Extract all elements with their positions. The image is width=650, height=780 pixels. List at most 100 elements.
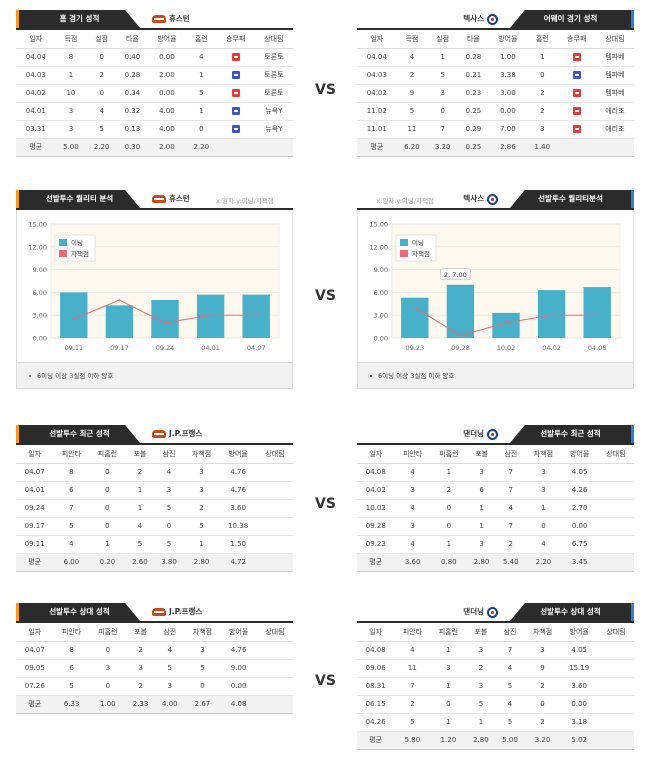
table-cell xyxy=(256,499,293,518)
column-header: 피홈런 xyxy=(430,623,467,642)
quality-right-note-text: 6이닝 이상 3실점 이하 양호 xyxy=(378,372,455,380)
innings-bar xyxy=(583,287,611,338)
table-cell: 9 xyxy=(396,84,428,103)
average-cell: 5.00 xyxy=(495,731,525,750)
legend-label: 이닝 xyxy=(71,238,83,247)
table-cell: 11 xyxy=(394,659,431,678)
table-row: 09.24 7 0 1 5 2 3.60 xyxy=(16,499,293,518)
y-tick-label: 15.00 xyxy=(28,221,47,229)
column-header: 방어율 xyxy=(219,445,257,464)
quality-right-team: 텍사스 xyxy=(463,193,498,205)
chart-svg: 0.00 3.00 6.00 9.00 12.00 15.00 09.11 09.17 09.2… xyxy=(28,221,280,352)
table-cell: 7 xyxy=(53,499,90,518)
quality-left-panel: 선발투수 퀄리티 분석 휴스턴 x:일자,y:이닝/자책점 0.00 3.00 6.… xyxy=(16,190,293,389)
table-cell: 3 xyxy=(55,102,87,121)
table-cell: 09.23 xyxy=(357,535,395,554)
column-header: 타율 xyxy=(117,30,148,49)
table-cell: 5 xyxy=(154,499,184,518)
table-cell: 3 xyxy=(524,641,561,660)
table-cell: 0.29 xyxy=(458,120,489,139)
column-header: 방어율 xyxy=(488,30,527,49)
opponent-cell: 토론토 xyxy=(254,48,293,67)
column-header: 일자 xyxy=(357,623,395,642)
quality-left-team-name: 휴스턴 xyxy=(169,194,190,203)
average-cell: 5.80 xyxy=(394,731,431,750)
y-tick-label: 3.00 xyxy=(33,312,47,320)
table-cell: 0.23 xyxy=(458,84,489,103)
result-cell xyxy=(557,66,596,85)
home-record-header: 홈 경기 성적 휴스턴 xyxy=(16,10,293,30)
average-cell: 평균 xyxy=(16,138,56,157)
table-row: 11.02 5 0 0.25 0.00 2 애리조 xyxy=(357,102,634,121)
table-cell: 11.02 xyxy=(357,102,397,121)
y-tick-label: 6.00 xyxy=(374,289,388,297)
average-row: 평균 5.80 1.20 2.80 5.00 3.20 5.02 xyxy=(357,731,634,750)
table-cell: 09.06 xyxy=(357,659,395,678)
table-cell: 3.38 xyxy=(488,66,527,85)
table-cell: 0.28 xyxy=(458,48,489,67)
column-header: 피홈런 xyxy=(430,445,467,464)
bullet-icon xyxy=(370,375,372,377)
earned-runs-point xyxy=(550,314,553,317)
average-cell: 평균 xyxy=(357,731,395,750)
table-cell: 04.03 xyxy=(357,66,397,85)
column-header: 포볼 xyxy=(125,623,156,642)
quality-right-team-name: 텍사스 xyxy=(463,194,484,203)
table-cell: 10.02 xyxy=(357,499,395,518)
average-cell: 4.72 xyxy=(219,553,257,572)
away-team: 텍사스 xyxy=(463,13,498,25)
table-cell: 3 xyxy=(155,677,185,696)
table-cell: 3 xyxy=(525,463,562,482)
table-cell: 4 xyxy=(525,535,562,554)
y-tick-label: 12.00 xyxy=(369,243,388,251)
table-cell: 5 xyxy=(466,695,496,714)
innings-bar xyxy=(446,284,475,338)
table-cell: 5 xyxy=(495,713,525,732)
houston-logo-icon xyxy=(152,608,166,616)
table-cell: 6.75 xyxy=(561,535,598,554)
table-cell: 1 xyxy=(427,48,459,67)
table-cell: 0.25 xyxy=(458,102,489,121)
table-cell: 2 xyxy=(125,677,156,696)
table-cell: 2 xyxy=(430,481,467,500)
table-cell: 1 xyxy=(185,66,217,85)
earned-runs-point xyxy=(72,318,75,320)
table-header-row: 일자 피안타 피홈런 포볼 삼진 자책점 방어율 상대팀 xyxy=(357,623,634,642)
table-cell: 3.60 xyxy=(560,677,598,696)
x-tick-label: 04.01 xyxy=(201,344,220,352)
table-cell: 1 xyxy=(466,499,497,518)
result-cell xyxy=(216,84,255,103)
quality-left-team: 휴스턴 xyxy=(152,193,190,205)
away-record-table: 일자 득점 실점 타율 방어율 홈런 승무패 상대팀 04.04 4 1 0.28 1.00 1 템파베 0… xyxy=(357,30,634,157)
result-cell xyxy=(557,120,596,139)
table-header-row: 일자 득점 실점 타율 방어율 홈런 승무패 상대팀 xyxy=(16,30,293,49)
y-tick-label: 0.00 xyxy=(33,335,47,343)
vs-label-1: VS xyxy=(315,82,336,98)
table-cell: 04.07 xyxy=(16,641,54,660)
average-cell: 평균 xyxy=(357,553,395,572)
table-cell: 09.24 xyxy=(16,499,54,518)
column-header: 방어율 xyxy=(560,623,598,642)
table-cell: 04.08 xyxy=(357,463,395,482)
table-row: 04.26 5 1 1 5 2 3.18 xyxy=(357,713,634,732)
quality-right-note: 6이닝 이상 3실점 이하 양호 xyxy=(358,362,633,388)
average-cell xyxy=(597,731,634,750)
x-tick-label: 09.17 xyxy=(110,344,129,352)
loss-badge-icon xyxy=(572,107,581,115)
table-cell: 0 xyxy=(430,695,467,714)
table-cell: 3 xyxy=(466,463,497,482)
table-cell: 3 xyxy=(183,481,220,500)
average-row: 평균 6.00 0.20 2.60 3.80 2.80 4.72 xyxy=(16,553,293,572)
table-row: 08.31 7 1 3 5 2 3.60 xyxy=(357,677,634,696)
result-cell xyxy=(216,120,255,139)
average-cell: 5.02 xyxy=(560,731,598,750)
table-cell xyxy=(597,517,634,536)
result-cell xyxy=(216,102,255,121)
texas-logo-icon xyxy=(487,428,498,440)
opponent-cell: 토론토 xyxy=(254,66,293,85)
earned-runs-point xyxy=(255,314,258,317)
column-header: 포볼 xyxy=(466,445,497,464)
table-cell: 4.05 xyxy=(561,463,598,482)
vs-label-2: VS xyxy=(315,288,336,304)
table-row: 04.07 8 0 2 4 3 4.76 xyxy=(16,463,293,482)
